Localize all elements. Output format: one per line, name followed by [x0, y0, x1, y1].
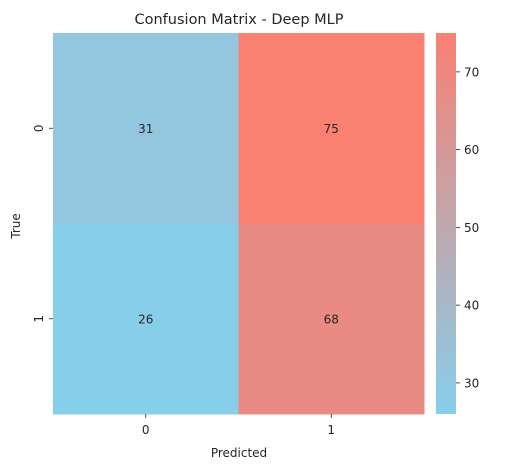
- x-tick-label: 1: [327, 423, 335, 437]
- cell-value-label: 68: [324, 312, 339, 326]
- colorbar-tick-label: 30: [464, 376, 479, 390]
- y-axis-label: True: [9, 213, 23, 240]
- colorbar: [436, 33, 456, 414]
- heatmap-cell: [238, 223, 425, 415]
- colorbar-tick-label: 60: [464, 143, 479, 157]
- cell-value-label: 26: [138, 312, 153, 326]
- colorbar-ticks: 30 40 50 60 70: [456, 65, 479, 390]
- heatmap-axes: 0 1 0 1: [32, 124, 335, 437]
- x-axis-label: Predicted: [211, 446, 267, 460]
- colorbar-tick-label: 40: [464, 299, 479, 313]
- cell-value-label: 31: [138, 122, 153, 136]
- colorbar-tick-label: 70: [464, 65, 479, 79]
- colorbar-tick-label: 50: [464, 221, 479, 235]
- chart-title: Confusion Matrix - Deep MLP: [135, 12, 344, 28]
- cell-value-label: 75: [324, 122, 339, 136]
- y-tick-label: 0: [32, 124, 46, 132]
- heatmap-cell: [53, 33, 239, 224]
- y-tick-label: 1: [32, 315, 46, 323]
- heatmap-cells: [53, 33, 425, 415]
- heatmap-cell-labels: 31 75 26 68: [138, 122, 339, 327]
- heatmap-cell: [53, 223, 239, 415]
- x-tick-label: 0: [142, 423, 150, 437]
- heatmap-cell: [238, 33, 425, 224]
